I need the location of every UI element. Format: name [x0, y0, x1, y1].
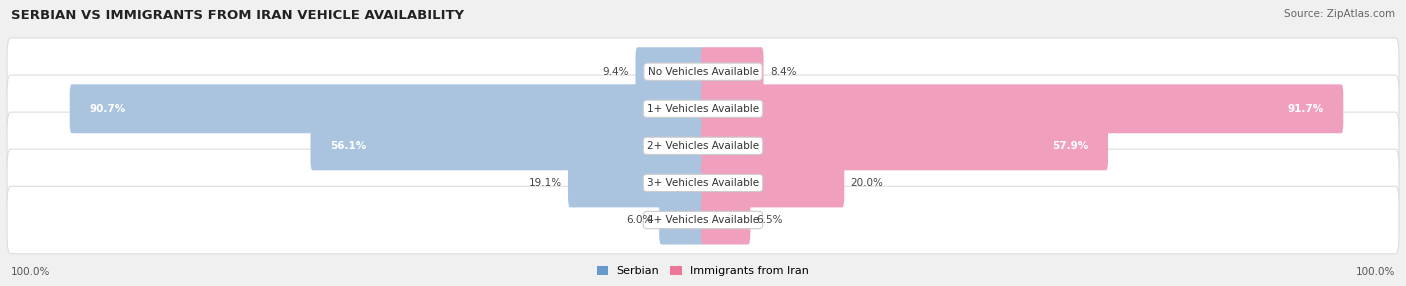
Text: SERBIAN VS IMMIGRANTS FROM IRAN VEHICLE AVAILABILITY: SERBIAN VS IMMIGRANTS FROM IRAN VEHICLE … — [11, 9, 464, 21]
Text: 20.0%: 20.0% — [851, 178, 883, 188]
Text: 3+ Vehicles Available: 3+ Vehicles Available — [647, 178, 759, 188]
Text: 100.0%: 100.0% — [1355, 267, 1395, 277]
FancyBboxPatch shape — [568, 158, 704, 207]
Legend: Serbian, Immigrants from Iran: Serbian, Immigrants from Iran — [592, 261, 814, 281]
Text: 91.7%: 91.7% — [1288, 104, 1324, 114]
Text: Source: ZipAtlas.com: Source: ZipAtlas.com — [1284, 9, 1395, 19]
Text: 19.1%: 19.1% — [529, 178, 562, 188]
FancyBboxPatch shape — [702, 196, 751, 245]
FancyBboxPatch shape — [311, 121, 704, 170]
Text: 2+ Vehicles Available: 2+ Vehicles Available — [647, 141, 759, 151]
FancyBboxPatch shape — [7, 75, 1399, 142]
Text: 6.0%: 6.0% — [627, 215, 652, 225]
FancyBboxPatch shape — [702, 47, 763, 96]
Text: 56.1%: 56.1% — [330, 141, 366, 151]
Text: No Vehicles Available: No Vehicles Available — [648, 67, 758, 77]
Text: 9.4%: 9.4% — [603, 67, 630, 77]
FancyBboxPatch shape — [7, 112, 1399, 180]
FancyBboxPatch shape — [636, 47, 704, 96]
FancyBboxPatch shape — [702, 84, 1343, 133]
Text: 100.0%: 100.0% — [11, 267, 51, 277]
Text: 6.5%: 6.5% — [756, 215, 783, 225]
FancyBboxPatch shape — [7, 149, 1399, 217]
FancyBboxPatch shape — [7, 38, 1399, 106]
Text: 90.7%: 90.7% — [89, 104, 125, 114]
Text: 57.9%: 57.9% — [1052, 141, 1088, 151]
FancyBboxPatch shape — [70, 84, 704, 133]
FancyBboxPatch shape — [702, 121, 1108, 170]
FancyBboxPatch shape — [659, 196, 704, 245]
Text: 1+ Vehicles Available: 1+ Vehicles Available — [647, 104, 759, 114]
FancyBboxPatch shape — [7, 186, 1399, 254]
Text: 8.4%: 8.4% — [770, 67, 796, 77]
Text: 4+ Vehicles Available: 4+ Vehicles Available — [647, 215, 759, 225]
FancyBboxPatch shape — [702, 158, 844, 207]
